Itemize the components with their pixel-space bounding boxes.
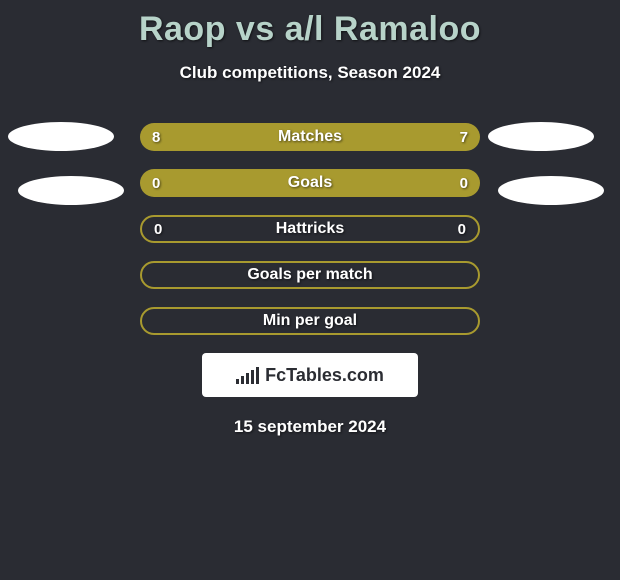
side-ellipse: [8, 122, 114, 151]
stat-row-value-left: 0: [154, 221, 162, 238]
page-title: Raop vs a/l Ramaloo: [0, 0, 620, 49]
side-ellipse: [18, 176, 124, 205]
stat-row-label: Goals per match: [142, 266, 478, 284]
stat-row-label: Matches: [140, 128, 480, 146]
stat-row-value-right: 0: [460, 175, 468, 192]
bars-icon: [236, 366, 259, 384]
logo-text: FcTables.com: [265, 365, 384, 386]
comparison-infographic: Raop vs a/l Ramaloo Club competitions, S…: [0, 0, 620, 580]
side-ellipse: [498, 176, 604, 205]
stat-row-label: Hattricks: [142, 220, 478, 238]
stat-row-label: Min per goal: [142, 312, 478, 330]
stat-row: Goals per match: [140, 261, 480, 289]
logo-text-main: Tables: [286, 365, 342, 385]
stat-rows: Matches87Goals00Hattricks00Goals per mat…: [0, 123, 620, 335]
logo-text-prefix: Fc: [265, 365, 286, 385]
side-ellipse: [488, 122, 594, 151]
stat-row: Hattricks0 0: [140, 215, 480, 243]
stat-row-value-right: 7: [460, 129, 468, 146]
stat-row-value-left: 0: [152, 175, 160, 192]
stat-row: Matches8 7: [140, 123, 480, 151]
stat-row-value-left: 8: [152, 129, 160, 146]
page-subtitle: Club competitions, Season 2024: [0, 63, 620, 83]
stat-row: Goals0 0: [140, 169, 480, 197]
fctables-logo: FcTables.com: [202, 353, 418, 397]
date-text: 15 september 2024: [0, 417, 620, 437]
stat-row-value-right: 0: [458, 221, 466, 238]
stat-row: Min per goal: [140, 307, 480, 335]
stat-row-label: Goals: [140, 174, 480, 192]
logo-text-suffix: .com: [342, 365, 384, 385]
